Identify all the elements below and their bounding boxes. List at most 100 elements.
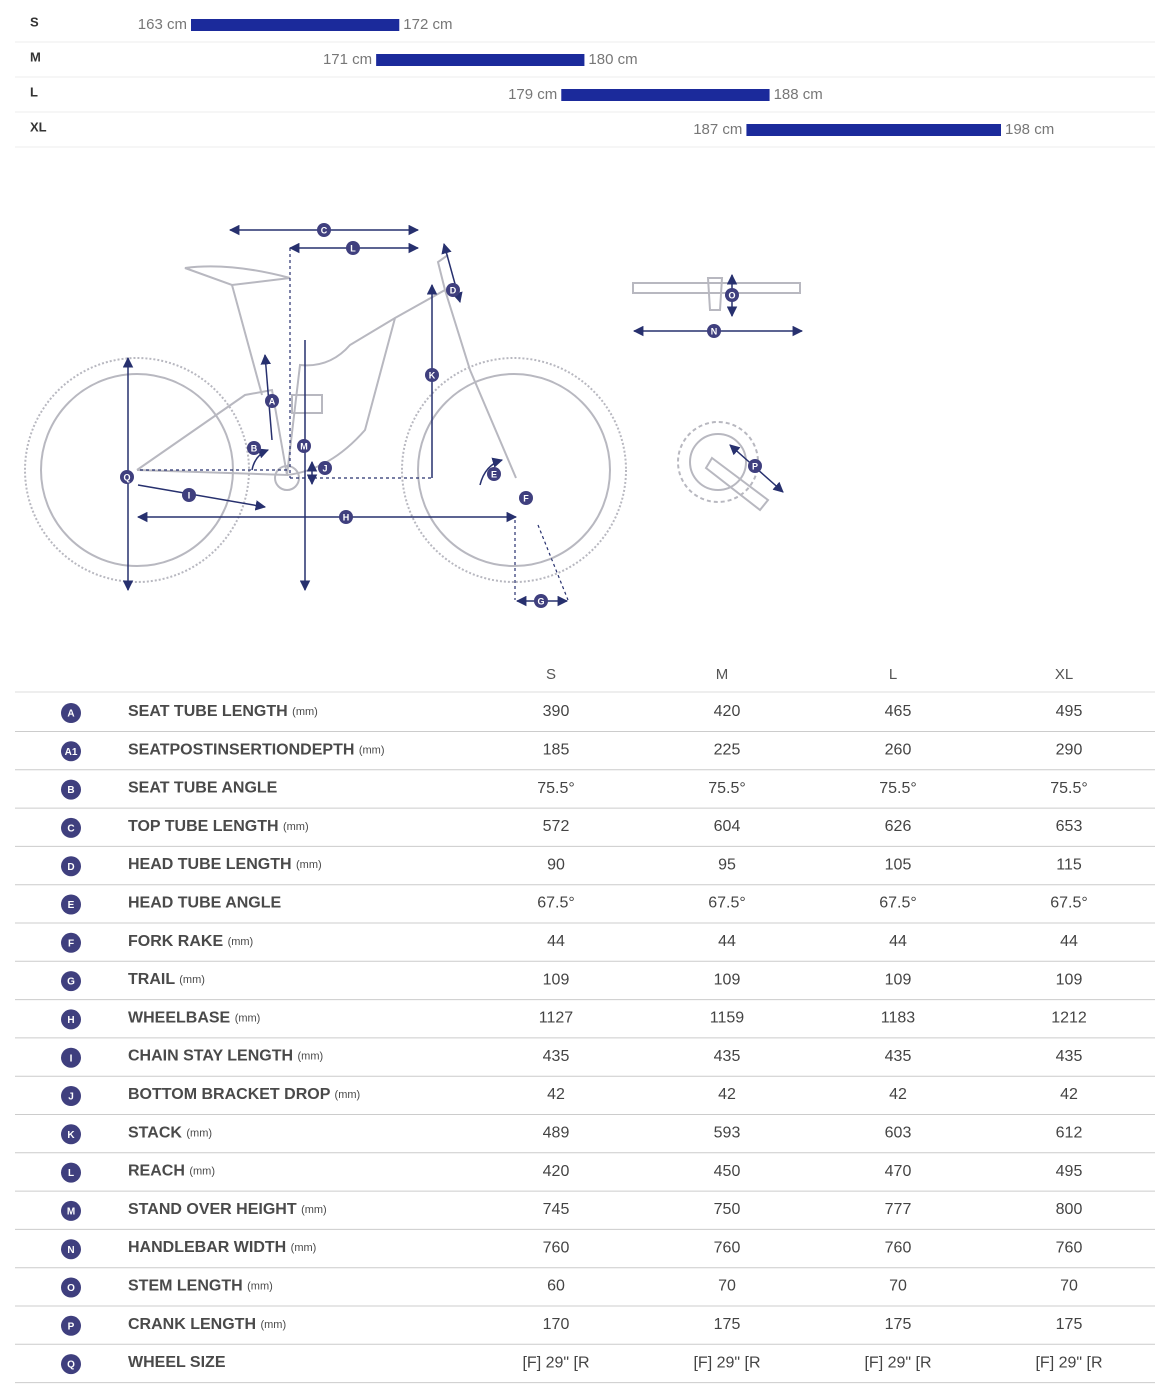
badge (61, 1277, 81, 1298)
cell-value: 750 (714, 1201, 741, 1218)
badge (61, 971, 81, 992)
badge-letter: H (67, 1015, 74, 1026)
badge (346, 241, 360, 255)
cell-value: 44 (547, 933, 565, 950)
cell-value: 75.5° (879, 780, 917, 797)
cell-value: 1212 (1051, 1010, 1087, 1027)
row-name-text: STEM LENGTH (128, 1278, 243, 1295)
row-name: CHAIN STAY LENGTH (mm) (128, 1048, 323, 1065)
cell-value: 42 (1060, 1086, 1078, 1103)
badge-letter: H (343, 512, 350, 522)
cell-value: 572 (543, 818, 570, 835)
cell-value: 170 (543, 1316, 570, 1333)
badge-letter: B (67, 785, 74, 796)
badge-letter: A (67, 709, 74, 720)
row-unit: (mm) (335, 1089, 361, 1101)
cell-value: 67.5° (537, 895, 575, 912)
row-name: HEAD TUBE LENGTH (mm) (128, 856, 322, 873)
size-label: S (30, 14, 39, 29)
row-name-text: STAND OVER HEIGHT (128, 1201, 297, 1218)
badge-letter: F (68, 938, 74, 949)
badge (182, 488, 196, 502)
badge (725, 288, 739, 302)
badge-letter: O (67, 1283, 75, 1294)
row-name: WHEEL SIZE (128, 1354, 226, 1371)
row-name-text: WHEELBASE (128, 1010, 231, 1027)
row-unit: (mm) (247, 1280, 273, 1292)
height-range-bar (376, 54, 585, 66)
badge-letter: Q (67, 1360, 75, 1371)
column-header: S (546, 666, 556, 683)
badge-letter: C (321, 225, 328, 235)
cell-value: 42 (547, 1086, 565, 1103)
badge-letter: A1 (65, 747, 78, 758)
min-label: 187 cm (693, 121, 742, 138)
cell-value: 420 (714, 703, 741, 720)
cell-value: 800 (1056, 1201, 1083, 1218)
cell-value: 75.5° (537, 780, 575, 797)
badge-letter: A (269, 396, 276, 406)
cell-value: 42 (718, 1086, 736, 1103)
badge (61, 1354, 81, 1375)
badge-letter: O (728, 290, 735, 300)
row-name-text: SEAT TUBE ANGLE (128, 780, 278, 797)
badge (61, 894, 81, 915)
min-label: 163 cm (138, 16, 187, 33)
badge (61, 1047, 81, 1068)
cell-value: 435 (543, 1048, 570, 1065)
cell-value: 95 (718, 856, 736, 873)
cell-value: 175 (714, 1316, 741, 1333)
size-label: M (30, 49, 41, 64)
badge-letter: N (67, 1245, 74, 1256)
cell-value: 44 (1060, 933, 1078, 950)
cell-value: 90 (547, 856, 565, 873)
badge (247, 441, 261, 455)
cell-value: 70 (889, 1278, 907, 1295)
badge (61, 932, 81, 953)
row-name-text: CHAIN STAY LENGTH (128, 1048, 293, 1065)
row-name-text: SEAT TUBE LENGTH (128, 703, 288, 720)
row-name: STAND OVER HEIGHT (mm) (128, 1201, 327, 1218)
max-label: 188 cm (774, 86, 823, 103)
cell-value: 470 (885, 1163, 912, 1180)
row-name-text: STACK (128, 1125, 182, 1142)
cell-value: 1159 (710, 1010, 745, 1027)
row-name-text: REACH (128, 1163, 185, 1180)
cell-value: 60 (547, 1278, 565, 1295)
row-name-text: TRAIL (128, 971, 175, 988)
row-name: BOTTOM BRACKET DROP (mm) (128, 1086, 360, 1103)
cell-value: 67.5° (879, 895, 917, 912)
cell-value: 390 (543, 703, 570, 720)
row-unit: (mm) (296, 859, 322, 871)
row-name: SEAT TUBE LENGTH (mm) (128, 703, 318, 720)
cell-value: 495 (1056, 703, 1083, 720)
cell-value: 603 (885, 1125, 912, 1142)
column-header: XL (1055, 666, 1073, 683)
cell-value: 109 (714, 971, 741, 988)
row-name: STEM LENGTH (mm) (128, 1278, 273, 1295)
badge (61, 741, 81, 762)
row-name-text: FORK RAKE (128, 933, 223, 950)
badge-letter: B (251, 443, 258, 453)
cell-value: 75.5° (708, 780, 746, 797)
row-name: HANDLEBAR WIDTH (mm) (128, 1239, 316, 1256)
badge-letter: L (68, 1168, 74, 1179)
row-name: WHEELBASE (mm) (128, 1010, 260, 1027)
cell-value: 70 (1060, 1278, 1078, 1295)
row-unit: (mm) (260, 1319, 286, 1331)
badge-letter: M (300, 441, 308, 451)
cell-value: 185 (543, 742, 570, 759)
cell-value: 420 (543, 1163, 570, 1180)
badge-letter: D (67, 862, 74, 873)
badge-letter: G (67, 977, 75, 988)
min-label: 179 cm (508, 86, 557, 103)
column-header: L (889, 666, 897, 683)
row-name: SEAT TUBE ANGLE (128, 780, 278, 797)
badge (61, 779, 81, 800)
cell-value: 175 (1056, 1316, 1083, 1333)
row-name-text: CRANK LENGTH (128, 1316, 256, 1333)
row-name-text: WHEEL SIZE (128, 1354, 226, 1371)
row-unit: (mm) (179, 974, 205, 986)
size-label: XL (30, 119, 47, 134)
